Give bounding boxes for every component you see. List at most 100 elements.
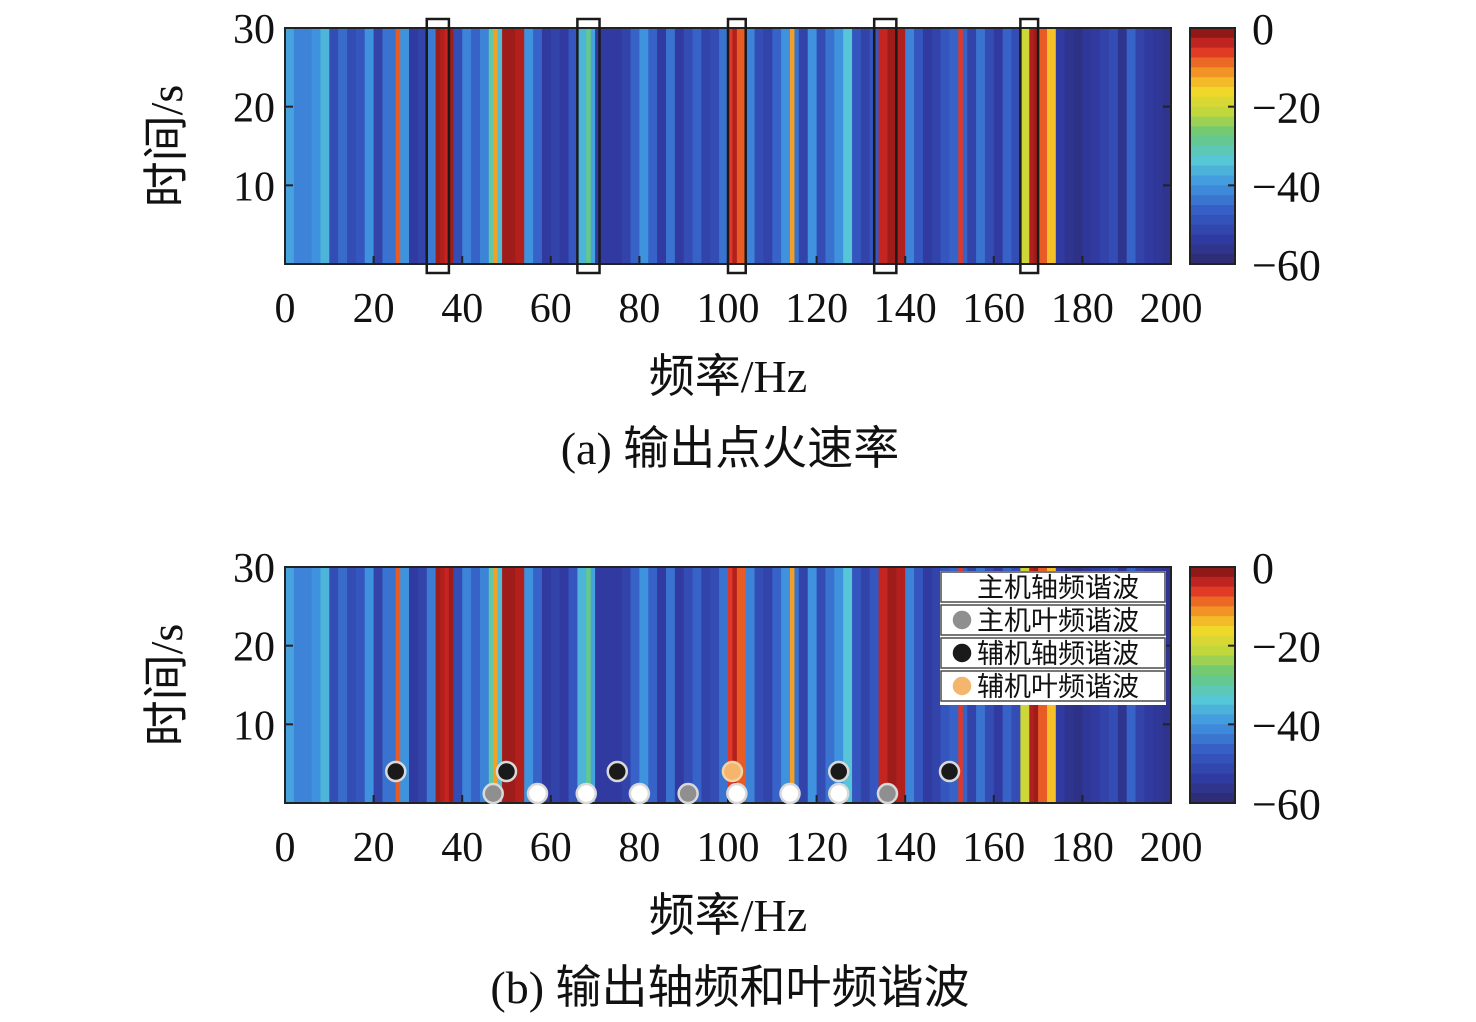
heatmap-band bbox=[710, 567, 720, 803]
colorbar-segment bbox=[1190, 165, 1235, 177]
highlight-box bbox=[872, 17, 898, 275]
heatmap-band bbox=[648, 28, 658, 264]
heatmap-band bbox=[382, 567, 392, 803]
panel-caption: (a) 输出点火速率 bbox=[561, 423, 900, 474]
heatmap-band bbox=[1117, 28, 1128, 264]
heatmap-band bbox=[444, 28, 450, 264]
heatmap-band bbox=[462, 28, 472, 264]
heatmap-band bbox=[719, 567, 729, 803]
colorbar-segment bbox=[1190, 567, 1235, 578]
heatmap-band bbox=[493, 567, 499, 803]
legend-swatch bbox=[952, 610, 972, 630]
highlight-box bbox=[1019, 17, 1040, 275]
heatmap-band bbox=[435, 567, 441, 803]
heatmap-band bbox=[515, 28, 521, 264]
x-tick-label: 180 bbox=[1051, 286, 1114, 332]
colorbar-segment bbox=[1190, 635, 1235, 647]
heatmap-band bbox=[754, 567, 765, 803]
heatmap-band bbox=[891, 28, 897, 264]
heatmap-band bbox=[905, 28, 915, 264]
x-tick-label: 140 bbox=[874, 825, 937, 871]
y-tick-label: 20 bbox=[233, 86, 275, 132]
colorbar-segment bbox=[1190, 96, 1235, 108]
heatmap-band bbox=[1108, 28, 1119, 264]
heatmap-band bbox=[1144, 28, 1154, 264]
heatmap-band bbox=[373, 28, 384, 264]
x-tick-label: 160 bbox=[962, 286, 1025, 332]
heatmap-band bbox=[347, 567, 357, 803]
colorbar-segment bbox=[1190, 87, 1235, 98]
y-tick-label: 10 bbox=[233, 164, 275, 210]
heatmap-band bbox=[878, 567, 889, 803]
colorbar-tick-label: 0 bbox=[1252, 544, 1274, 593]
colorbar-tick-label: 0 bbox=[1252, 5, 1274, 54]
heatmap-band bbox=[612, 567, 623, 803]
heatmap-band bbox=[533, 28, 543, 264]
highlight-box bbox=[726, 17, 747, 275]
colorbar-segment bbox=[1190, 685, 1235, 696]
legend-swatch bbox=[952, 643, 972, 663]
heatmap-band bbox=[630, 28, 640, 264]
colorbar: 0 −20 −40 −60 bbox=[1189, 544, 1321, 829]
heatmap-band bbox=[869, 567, 880, 803]
x-tick-label: 100 bbox=[697, 825, 760, 871]
heatmap-band bbox=[745, 567, 756, 803]
heatmap-band bbox=[993, 28, 1004, 264]
heatmap-band bbox=[674, 28, 685, 264]
heatmap-band bbox=[1135, 28, 1146, 264]
heatmap-band bbox=[440, 567, 446, 803]
legend-swatch bbox=[952, 577, 972, 597]
y-tick-label: 30 bbox=[233, 546, 275, 592]
x-tick-label: 80 bbox=[618, 825, 660, 871]
heatmap-band bbox=[453, 567, 463, 803]
heatmap-band bbox=[391, 567, 397, 803]
heatmap-band bbox=[355, 28, 366, 264]
colorbar-segment bbox=[1190, 195, 1235, 206]
marker-point bbox=[495, 760, 518, 783]
heatmap-band bbox=[683, 28, 694, 264]
colorbar-segment bbox=[1190, 773, 1235, 784]
colorbar-segment bbox=[1190, 576, 1235, 588]
x-tick-label: 160 bbox=[962, 825, 1025, 871]
heatmap-band bbox=[488, 28, 494, 264]
heatmap-band bbox=[639, 28, 649, 264]
heatmap-band bbox=[364, 28, 375, 264]
heatmap-band bbox=[524, 567, 534, 803]
heatmap-band bbox=[949, 28, 959, 264]
heatmap-band bbox=[834, 567, 844, 803]
heatmap-band bbox=[728, 567, 734, 803]
heatmap-band bbox=[1064, 28, 1075, 264]
heatmap-band bbox=[524, 28, 534, 264]
heatmap-band bbox=[577, 567, 587, 803]
heatmap-band bbox=[559, 28, 570, 264]
heatmap-band bbox=[568, 28, 578, 264]
heatmap-band bbox=[510, 567, 516, 803]
heatmap-band bbox=[860, 567, 871, 803]
heatmap-band bbox=[931, 28, 942, 264]
heatmap-band bbox=[852, 28, 862, 264]
heatmap-band bbox=[506, 567, 512, 803]
colorbar-segment bbox=[1190, 704, 1235, 716]
heatmap-band bbox=[732, 567, 738, 803]
heatmap-band bbox=[692, 28, 703, 264]
heatmap-band bbox=[887, 28, 893, 264]
heatmap-band bbox=[896, 567, 906, 803]
heatmap-band bbox=[506, 28, 512, 264]
heatmap-band bbox=[816, 567, 827, 803]
colorbar-segment bbox=[1190, 146, 1235, 157]
heatmap-band bbox=[285, 567, 295, 803]
heatmap-band bbox=[541, 28, 552, 264]
heatmap-band bbox=[736, 567, 747, 803]
marker-point bbox=[828, 760, 850, 783]
x-tick-label: 80 bbox=[618, 286, 660, 332]
colorbar-segment bbox=[1190, 234, 1235, 245]
heatmap-band bbox=[1073, 28, 1083, 264]
colorbar-tick-label: −60 bbox=[1252, 780, 1321, 829]
heatmap-band bbox=[1153, 28, 1163, 264]
colorbar-segment bbox=[1190, 753, 1235, 765]
x-tick-label: 200 bbox=[1140, 286, 1203, 332]
heatmap-band bbox=[533, 567, 543, 803]
heatmap-band bbox=[329, 28, 339, 264]
heatmap-band bbox=[435, 28, 441, 264]
